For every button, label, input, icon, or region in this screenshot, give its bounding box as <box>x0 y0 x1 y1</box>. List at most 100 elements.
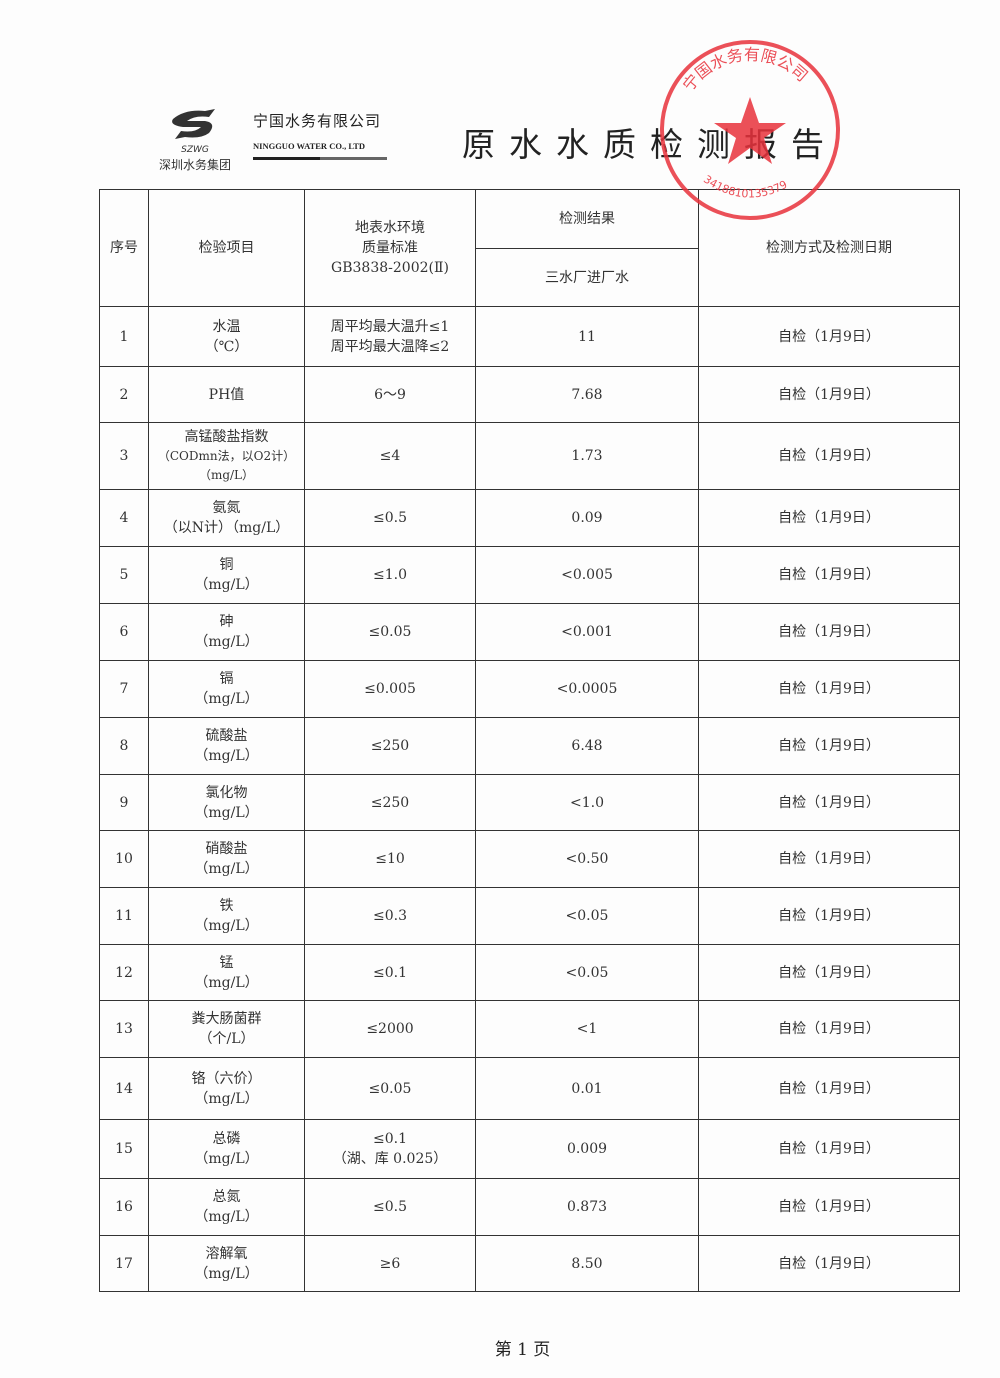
cell-text: 0.873 <box>566 1199 608 1215</box>
cell-no: 16 <box>99 1178 149 1236</box>
cell-method: 自检（1月9日） <box>698 422 960 490</box>
cell-text: 0.009 <box>566 1141 608 1157</box>
cell-line: 水温 <box>212 318 241 335</box>
cell-line: 周平均最大温降≤2 <box>330 338 450 355</box>
header-standard-line: GB3838-2002(Ⅱ) <box>331 260 449 276</box>
cell-no: 7 <box>99 660 149 718</box>
water-quality-table: 序号 检验项目 地表水环境 质量标准 GB3838-2002(Ⅱ) 检测结果 检… <box>99 189 960 1292</box>
cell-no: 4 <box>99 489 149 547</box>
cell-line: ≤4 <box>379 448 401 464</box>
cell-text: 自检（1月9日） <box>778 567 880 583</box>
table-row: 3 高锰酸盐指数 （CODmn法，以O2计） （mg/L） ≤4 1.73 自检（1月9日） <box>99 422 960 490</box>
cell-no: 3 <box>99 422 149 490</box>
table-row: 8 硫酸盐 （mg/L） ≤250 6.48 自检（1月9日） <box>99 717 960 775</box>
cell-text: <0.50 <box>565 851 609 867</box>
cell-text: <0.005 <box>561 567 613 583</box>
table-row: 1 水温 （℃） 周平均最大温升≤1 周平均最大温降≤2 11 自检（1月9日） <box>99 306 960 367</box>
cell-standard: ≤0.005 <box>304 660 476 718</box>
page-title: 原水水质检测报告 <box>462 125 838 164</box>
cell-text: 自检（1月9日） <box>778 1255 880 1272</box>
cell-item: 溶解氧 （mg/L） <box>148 1235 305 1292</box>
cell-result: <0.0005 <box>475 660 699 718</box>
cell-line: ≤0.1 <box>373 1131 407 1147</box>
cell-text: 16 <box>115 1199 133 1215</box>
cell-result: 6.48 <box>475 717 699 775</box>
cell-result: <0.05 <box>475 944 699 1001</box>
cell-line: 6～9 <box>374 386 406 403</box>
cell-line: ≤0.5 <box>373 1199 407 1215</box>
cell-standard: ≤4 <box>304 422 476 490</box>
cell-text: 自检（1月9日） <box>778 964 880 981</box>
cell-result: 7.68 <box>475 366 699 423</box>
cell-line: 镉 <box>219 671 234 687</box>
cell-method: 自检（1月9日） <box>698 1119 960 1179</box>
cell-standard: ≥6 <box>304 1235 476 1292</box>
cell-line: ≤250 <box>370 794 410 811</box>
cell-item: 铁 （mg/L） <box>148 887 305 945</box>
cell-item: 镉 （mg/L） <box>148 660 305 718</box>
group-logo-text: SZWG <box>181 145 209 155</box>
cell-method: 自检（1月9日） <box>698 1235 960 1292</box>
szwg-logo: SZWG 深圳水务集团 <box>150 105 240 173</box>
cell-text: <0.05 <box>565 964 609 981</box>
cell-no: 8 <box>99 717 149 775</box>
cell-no: 14 <box>99 1057 149 1120</box>
cell-line: 砷 <box>219 614 234 630</box>
cell-standard: ≤0.3 <box>304 887 476 945</box>
cell-standard: ≤10 <box>304 830 476 888</box>
cell-no: 10 <box>99 830 149 888</box>
cell-text: 0.09 <box>571 510 603 526</box>
cell-standard: ≤0.1 （湖、库 0.025） <box>304 1119 476 1179</box>
table-row: 17 溶解氧 （mg/L） ≥6 8.50 自检（1月9日） <box>99 1235 960 1292</box>
cell-no: 9 <box>99 774 149 831</box>
table-row: 10 硝酸盐 （mg/L） ≤10 <0.50 自检（1月9日） <box>99 830 960 888</box>
cell-text: 13 <box>115 1021 133 1037</box>
cell-line: ≤0.05 <box>368 1080 412 1097</box>
seal-text: 宁国水务有限公司 <box>679 45 812 95</box>
cell-result: 1.73 <box>475 422 699 490</box>
cell-method: 自检（1月9日） <box>698 1000 960 1058</box>
cell-line: （℃） <box>204 338 249 355</box>
header-result-sub: 三水厂进厂水 <box>475 248 699 307</box>
cell-line: 铜 <box>219 557 234 573</box>
group-name: 深圳水务集团 <box>158 158 231 172</box>
cell-text: 自检（1月9日） <box>778 794 880 811</box>
table-row: 9 氯化物 （mg/L） ≤250 <1.0 自检（1月9日） <box>99 774 960 831</box>
cell-result: <0.05 <box>475 887 699 945</box>
cell-line: （mg/L） <box>194 918 259 934</box>
cell-standard: ≤0.5 <box>304 1178 476 1236</box>
cell-line: （以N计）（mg/L） <box>163 520 290 536</box>
company-name-cn: 宁国水务有限公司 <box>253 112 382 130</box>
cell-item: 砷 （mg/L） <box>148 603 305 661</box>
cell-method: 自检（1月9日） <box>698 306 960 367</box>
cell-line: （mg/L） <box>194 1151 259 1167</box>
cell-line: （mg/L） <box>194 804 259 821</box>
header-standard-line: 地表水环境 <box>355 220 425 236</box>
cell-standard: ≤1.0 <box>304 546 476 604</box>
cell-line: （mg/L） <box>194 577 259 593</box>
cell-line: ≤0.1 <box>373 964 407 981</box>
cell-method: 自检（1月9日） <box>698 1178 960 1236</box>
cell-no: 15 <box>99 1119 149 1179</box>
header-method: 检测方式及检测日期 <box>698 189 960 307</box>
header-standard-line: 质量标准 <box>362 240 418 256</box>
cell-text: 4 <box>119 510 129 526</box>
cell-text: 3 <box>119 448 129 464</box>
table-row: 5 铜 （mg/L） ≤1.0 <0.005 自检（1月9日） <box>99 546 960 604</box>
cell-standard: ≤250 <box>304 717 476 775</box>
cell-text: <0.0005 <box>556 681 618 697</box>
table-row: 15 总磷 （mg/L） ≤0.1 （湖、库 0.025） 0.009 自检（1月9日） <box>99 1119 960 1179</box>
header-result: 检测结果 <box>475 189 699 249</box>
cell-result: 0.009 <box>475 1119 699 1179</box>
cell-method: 自检（1月9日） <box>698 717 960 775</box>
cell-text: 11 <box>578 328 596 345</box>
cell-line: ≤0.005 <box>364 681 416 697</box>
cell-no: 2 <box>99 366 149 423</box>
cell-text: 自检（1月9日） <box>778 1199 880 1215</box>
cell-text: 6 <box>119 624 129 640</box>
cell-text: 自检（1月9日） <box>778 908 880 924</box>
cell-line: 总磷 <box>212 1131 241 1147</box>
cell-standard: ≤0.1 <box>304 944 476 1001</box>
cell-text: 自检（1月9日） <box>778 386 880 403</box>
cell-text: 12 <box>115 964 133 981</box>
